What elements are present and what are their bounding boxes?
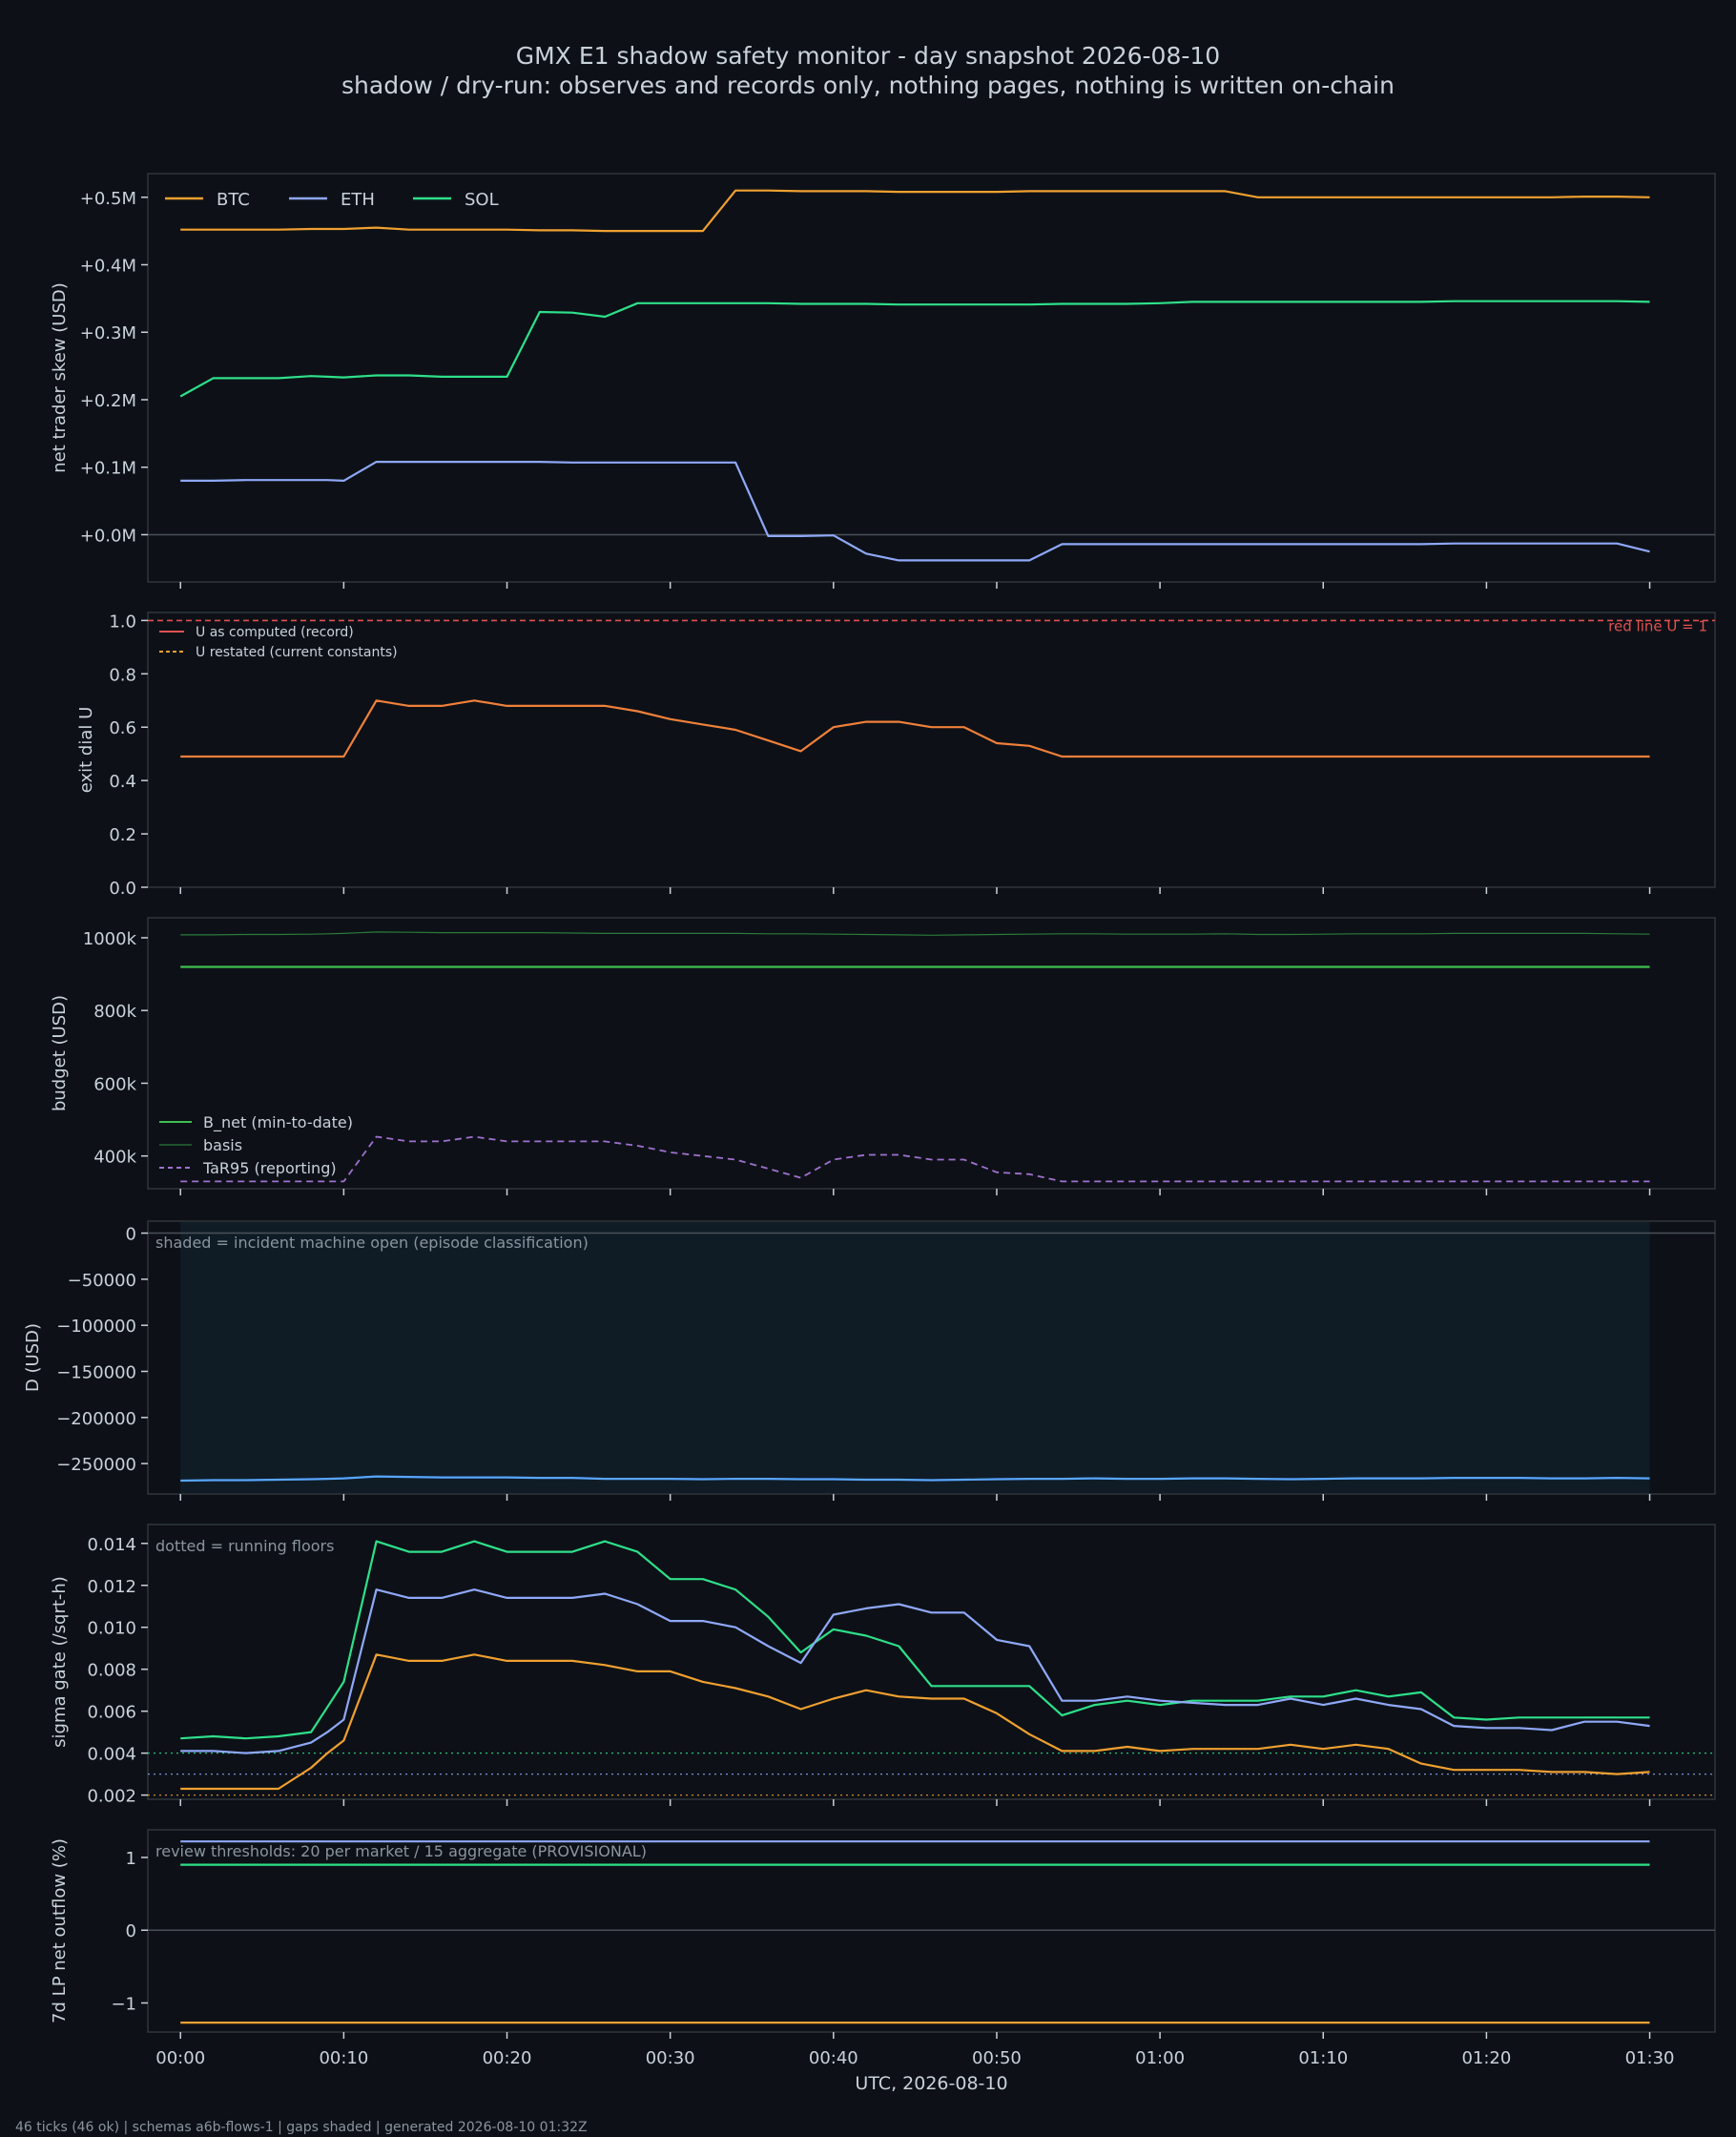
y-tick-label: +0.5M xyxy=(80,189,136,209)
panel-3 xyxy=(141,917,1716,1195)
x-tick-label: 00:40 xyxy=(809,2048,858,2068)
legend-label: B_net (min-to-date) xyxy=(203,1113,353,1132)
panel-annotation: shaded = incident machine open (episode … xyxy=(155,1234,589,1252)
y-tick-label: −250000 xyxy=(56,1455,136,1475)
panel-6 xyxy=(141,1829,1716,2039)
y-tick-label: 0.4 xyxy=(109,772,136,792)
red-line-label: red line U = 1 xyxy=(1608,617,1707,634)
x-tick-label: 01:30 xyxy=(1625,2048,1675,2068)
series-line-tar95-reporting- xyxy=(180,1135,1650,1183)
y-tick-label: 600k xyxy=(93,1074,136,1094)
y-axis-label: D (USD) xyxy=(23,1323,43,1392)
series-line-basis xyxy=(180,931,1650,936)
legend-label: ETH xyxy=(341,190,375,210)
y-tick-label: 400k xyxy=(93,1148,136,1168)
incident-shade xyxy=(180,1222,1650,1493)
y-tick-label: 1000k xyxy=(83,929,137,949)
panel-1 xyxy=(141,173,1716,589)
series-line-btc xyxy=(180,189,1650,233)
x-tick-label: 00:10 xyxy=(319,2048,368,2068)
y-axis-label: 7d LP net outflow (%) xyxy=(50,1838,70,2023)
y-tick-label: 0.2 xyxy=(109,825,136,845)
series-line-btc xyxy=(180,1653,1650,1791)
series-line-d xyxy=(180,1475,1650,1483)
y-tick-label: −50000 xyxy=(68,1271,136,1291)
x-tick-label: 01:00 xyxy=(1135,2048,1185,2068)
y-tick-label: 0 xyxy=(126,1225,136,1245)
series-line-u-as-computed-record- xyxy=(180,699,1650,758)
x-tick-label: 01:10 xyxy=(1298,2048,1348,2068)
y-tick-label: 0.002 xyxy=(87,1787,136,1807)
y-tick-label: −150000 xyxy=(56,1362,136,1382)
legend-label: SOL xyxy=(465,190,499,210)
y-tick-label: +0.0M xyxy=(80,526,136,546)
panel-annotation: review thresholds: 20 per market / 15 ag… xyxy=(155,1842,647,1860)
y-tick-label: 0.014 xyxy=(87,1535,136,1555)
panel-frame xyxy=(147,917,1716,1190)
legend-label: TaR95 (reporting) xyxy=(202,1159,337,1177)
y-tick-label: 0.006 xyxy=(87,1703,136,1723)
y-axis-label: budget (USD) xyxy=(50,995,70,1111)
y-tick-label: 0 xyxy=(126,1921,136,1941)
panel-4 xyxy=(141,1220,1716,1501)
y-tick-label: +0.4M xyxy=(80,257,136,277)
y-tick-label: 0.010 xyxy=(87,1619,136,1639)
y-axis-label: sigma gate (/sqrt-h) xyxy=(50,1576,70,1748)
panel-2 xyxy=(141,612,1716,894)
panel-5 xyxy=(141,1524,1716,1806)
chart-subtitle: shadow / dry-run: observes and records o… xyxy=(341,72,1395,99)
panel-frame xyxy=(147,612,1716,888)
x-tick-label: 00:30 xyxy=(646,2048,695,2068)
y-tick-label: 800k xyxy=(93,1002,136,1022)
y-tick-label: −1 xyxy=(111,1994,136,2014)
y-tick-label: 1.0 xyxy=(109,612,136,632)
y-axis-label: exit dial U xyxy=(76,707,96,794)
y-tick-label: 0.008 xyxy=(87,1661,136,1681)
panel-frame xyxy=(147,173,1716,583)
x-tick-label: 00:50 xyxy=(972,2048,1022,2068)
x-axis-label: UTC, 2026-08-10 xyxy=(855,2073,1007,2094)
legend-label: U as computed (record) xyxy=(196,625,354,640)
y-tick-label: 0.0 xyxy=(109,879,136,899)
legend-label: BTC xyxy=(217,190,250,210)
series-line-sol xyxy=(180,1540,1650,1740)
panel-annotation: dotted = running floors xyxy=(155,1537,334,1555)
legend-label: U restated (current constants) xyxy=(196,645,398,660)
y-tick-label: 0.6 xyxy=(109,718,136,738)
legend-label: basis xyxy=(203,1136,242,1154)
panel-frame xyxy=(147,1524,1716,1800)
y-tick-label: +0.1M xyxy=(80,459,136,479)
y-tick-label: −200000 xyxy=(56,1409,136,1429)
series-line-eth xyxy=(180,1588,1650,1754)
x-tick-label: 01:20 xyxy=(1461,2048,1511,2068)
y-tick-label: 0.012 xyxy=(87,1577,136,1597)
footer-status: 46 ticks (46 ok) | schemas a6b-flows-1 |… xyxy=(15,2120,588,2135)
x-tick-label: 00:20 xyxy=(483,2048,532,2068)
y-axis-label: net trader skew (USD) xyxy=(50,282,70,473)
y-tick-label: −100000 xyxy=(56,1317,136,1337)
chart-title: GMX E1 shadow safety monitor - day snaps… xyxy=(515,42,1221,70)
series-line-eth xyxy=(180,461,1650,562)
panel-frame xyxy=(147,1829,1716,2033)
y-tick-label: 0.004 xyxy=(87,1745,136,1765)
y-tick-label: 1 xyxy=(126,1849,136,1869)
y-tick-label: +0.2M xyxy=(80,391,136,411)
y-tick-label: +0.3M xyxy=(80,323,136,343)
series-line-sol xyxy=(179,300,1650,398)
y-tick-label: 0.8 xyxy=(109,665,136,685)
x-tick-label: 00:00 xyxy=(155,2048,205,2068)
